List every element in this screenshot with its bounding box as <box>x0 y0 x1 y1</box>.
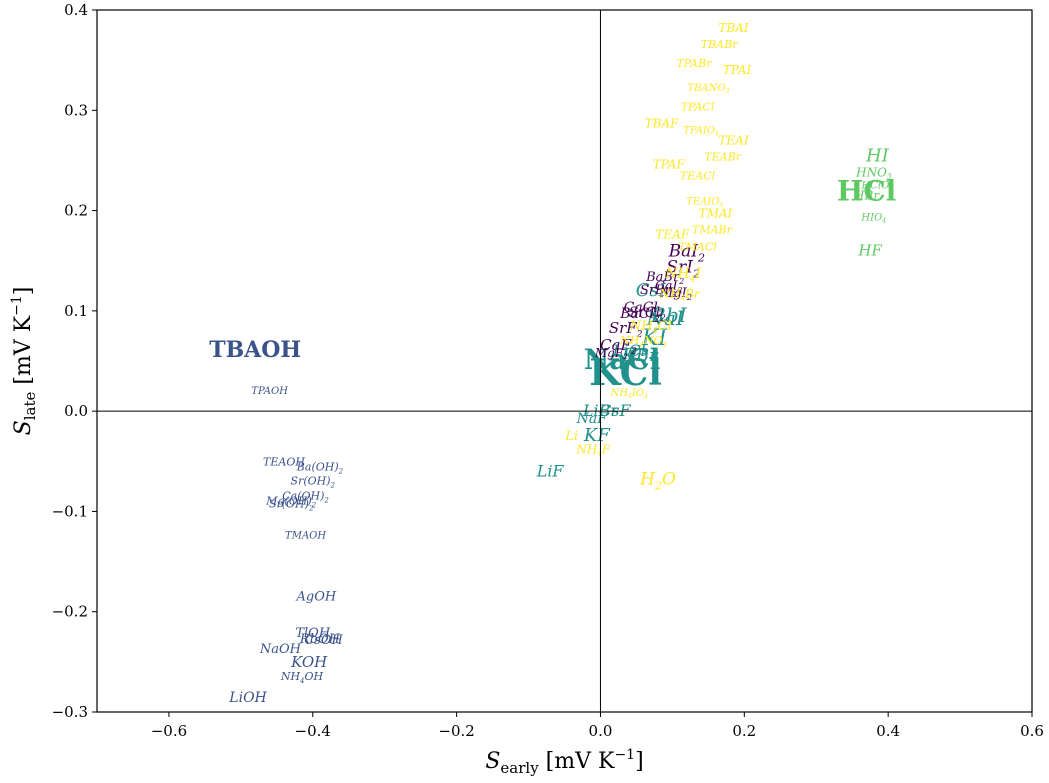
point-label: NH4NO3 <box>619 334 667 349</box>
point-label: RbOH <box>299 631 341 646</box>
y-tick-label: 0.0 <box>64 402 88 420</box>
point-label: TBAF <box>645 116 679 130</box>
point-label: TMACl <box>678 241 717 254</box>
point-label: NH4I <box>664 266 701 285</box>
point-label: KBr <box>621 345 659 366</box>
point-label: TPACl <box>681 100 715 113</box>
point-label: TlOH <box>295 625 330 640</box>
point-label: Mg(OH)2 <box>265 494 317 509</box>
point-label: TBABr <box>701 38 738 51</box>
point-label: TBANO3 <box>687 83 729 96</box>
point-label: NaCl <box>584 343 661 376</box>
point-label: HClO4 <box>861 180 894 193</box>
point-label: TPABr <box>676 57 712 70</box>
point-label: NH4Br <box>659 286 701 302</box>
point-label: MgI2 <box>659 285 692 301</box>
point-label: TEAI <box>718 133 748 147</box>
point-label: TPAOH <box>251 386 288 397</box>
point-label: SrCl2 <box>629 305 666 324</box>
point-label: KF <box>583 425 611 446</box>
y-tick-label: −0.1 <box>52 502 88 520</box>
point-label: Ca(OH)2 <box>282 489 329 504</box>
x-tick-label: 0.6 <box>1020 722 1044 740</box>
point-label: SrF2 <box>609 319 643 340</box>
point-label: KI <box>641 326 668 351</box>
point-label: TEAIO4 <box>686 196 723 209</box>
x-axis-ticks: −0.6 −0.4 −0.2 0.0 0.2 0.4 0.6 <box>151 712 1044 740</box>
point-label: HBr <box>853 188 880 202</box>
y-tick-label: 0.3 <box>64 101 88 119</box>
point-label: MgF2 <box>594 345 628 361</box>
point-label: HF <box>857 242 882 260</box>
point-label: CsOH <box>304 632 343 647</box>
point-label: NaOH <box>259 641 302 656</box>
point-label: HI <box>865 145 890 166</box>
point-label: NH4OH <box>280 670 324 685</box>
point-label: AgOH <box>296 589 337 604</box>
point-label: BaI2 <box>668 241 705 264</box>
point-label: CsI <box>636 280 667 301</box>
point-label: TMAI <box>699 206 733 220</box>
point-label: RbI <box>650 302 688 326</box>
point-label: HCl <box>837 174 896 207</box>
x-tick-label: −0.4 <box>295 722 331 740</box>
point-label: TEACl <box>680 169 716 182</box>
y-tick-label: 0.4 <box>64 1 88 19</box>
point-label: HIO4 <box>860 212 886 225</box>
x-tick-label: 0.4 <box>876 722 900 740</box>
y-tick-label: 0.2 <box>64 202 88 220</box>
point-label: Ba(OH)2 <box>296 460 344 475</box>
y-axis-ticks: −0.3 −0.2 −0.1 0.0 0.1 0.2 0.3 0.4 <box>52 1 97 721</box>
point-label: TMAOH <box>285 530 326 541</box>
point-label: CaF2 <box>600 336 637 357</box>
y-tick-label: −0.2 <box>52 603 88 621</box>
point-label: TPAF <box>653 157 686 171</box>
x-tick-label: 0.2 <box>732 722 756 740</box>
point-label: SrI2 <box>666 257 700 280</box>
point-label: CaCl2 <box>624 300 664 319</box>
point-label: Li <box>564 429 578 444</box>
point-label: TEAF <box>656 227 690 241</box>
point-label: LiF <box>536 461 565 480</box>
point-label: TEAOH <box>263 455 305 468</box>
x-tick-label: 0.0 <box>589 722 613 740</box>
point-label: BaCl2 <box>619 306 660 325</box>
point-label: Sr(OH)2 <box>269 497 314 512</box>
point-label: Sr(OH)2 <box>291 474 336 489</box>
point-label: CsF <box>599 401 631 420</box>
point-label: LiOH <box>228 690 267 706</box>
plot-area: TBAOHTPAOHTEAOHBa(OH)2Sr(OH)2Ca(OH)2Mg(O… <box>209 21 896 706</box>
point-label: TPAIO4 <box>683 125 719 138</box>
point-label: SrBr2 <box>640 282 676 298</box>
point-label: KCl <box>589 352 662 394</box>
point-label: TBAI <box>718 21 748 35</box>
point-label: LiCl <box>612 340 646 359</box>
point-label: TEABr <box>704 150 741 163</box>
point-label: H2O <box>639 469 676 492</box>
point-label: HNO3 <box>855 165 892 181</box>
y-tick-label: 0.1 <box>64 302 88 320</box>
y-axis-title: Slate [mV K−1] <box>9 287 39 436</box>
point-label: NH4F <box>575 442 610 458</box>
point-label: NH4Cl <box>629 318 672 334</box>
y-tick-label: −0.3 <box>52 703 88 721</box>
plot-frame <box>96 9 1033 713</box>
point-label: BaBr2 <box>645 269 684 285</box>
point-label: CaI2 <box>655 278 683 294</box>
x-axis-title: Searly [mV K−1] <box>485 747 643 777</box>
x-tick-label: −0.6 <box>151 722 187 740</box>
point-label: TPAI <box>723 63 752 77</box>
point-label: TMABr <box>692 224 733 237</box>
point-label: KOH <box>290 653 328 671</box>
point-label: NaI <box>646 305 685 329</box>
x-tick-label: −0.2 <box>438 722 474 740</box>
point-label: TBAOH <box>209 337 301 363</box>
point-label: NH4IO4 <box>610 388 648 401</box>
